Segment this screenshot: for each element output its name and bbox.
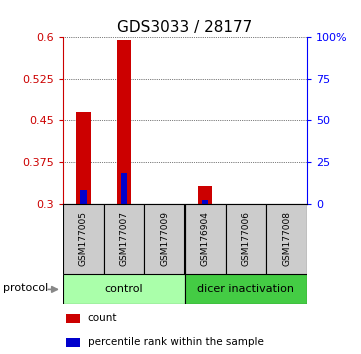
Bar (77, 112, 91, 204)
Bar (104, 204, 144, 274)
Text: GSM177005: GSM177005 (79, 211, 88, 267)
Bar (66, 314, 80, 323)
Text: GSM177006: GSM177006 (242, 211, 251, 267)
Bar (117, 40, 131, 204)
Bar (81, 190, 87, 204)
Bar (185, 274, 307, 304)
Text: GSM177007: GSM177007 (119, 211, 129, 267)
Bar (226, 204, 266, 274)
Title: GDS3033 / 28177: GDS3033 / 28177 (117, 19, 253, 35)
Text: GSM177008: GSM177008 (282, 211, 291, 267)
Bar (198, 186, 212, 204)
Bar (144, 204, 185, 274)
Bar (185, 204, 226, 274)
Text: percentile rank within the sample: percentile rank within the sample (87, 337, 264, 347)
Text: dicer inactivation: dicer inactivation (197, 284, 295, 295)
Text: count: count (87, 313, 117, 323)
Bar (66, 338, 80, 347)
Text: control: control (105, 284, 143, 295)
Text: GSM176904: GSM176904 (201, 211, 210, 267)
Bar (63, 204, 104, 274)
Bar (266, 204, 307, 274)
Text: protocol: protocol (3, 283, 48, 293)
Bar (121, 173, 127, 204)
Bar (63, 274, 185, 304)
Text: GSM177009: GSM177009 (160, 211, 169, 267)
Bar (202, 200, 208, 204)
